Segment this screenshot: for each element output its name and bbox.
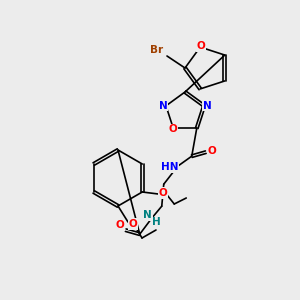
Text: O: O [197,41,206,51]
Text: N: N [143,210,152,220]
Text: HN: HN [161,162,178,172]
Text: O: O [169,124,178,134]
Text: H: H [152,217,161,227]
Text: O: O [207,146,216,156]
Text: Br: Br [150,45,164,55]
Text: O: O [116,220,124,230]
Text: O: O [129,219,137,229]
Text: N: N [202,101,211,111]
Text: O: O [159,188,168,198]
Text: N: N [159,101,167,111]
